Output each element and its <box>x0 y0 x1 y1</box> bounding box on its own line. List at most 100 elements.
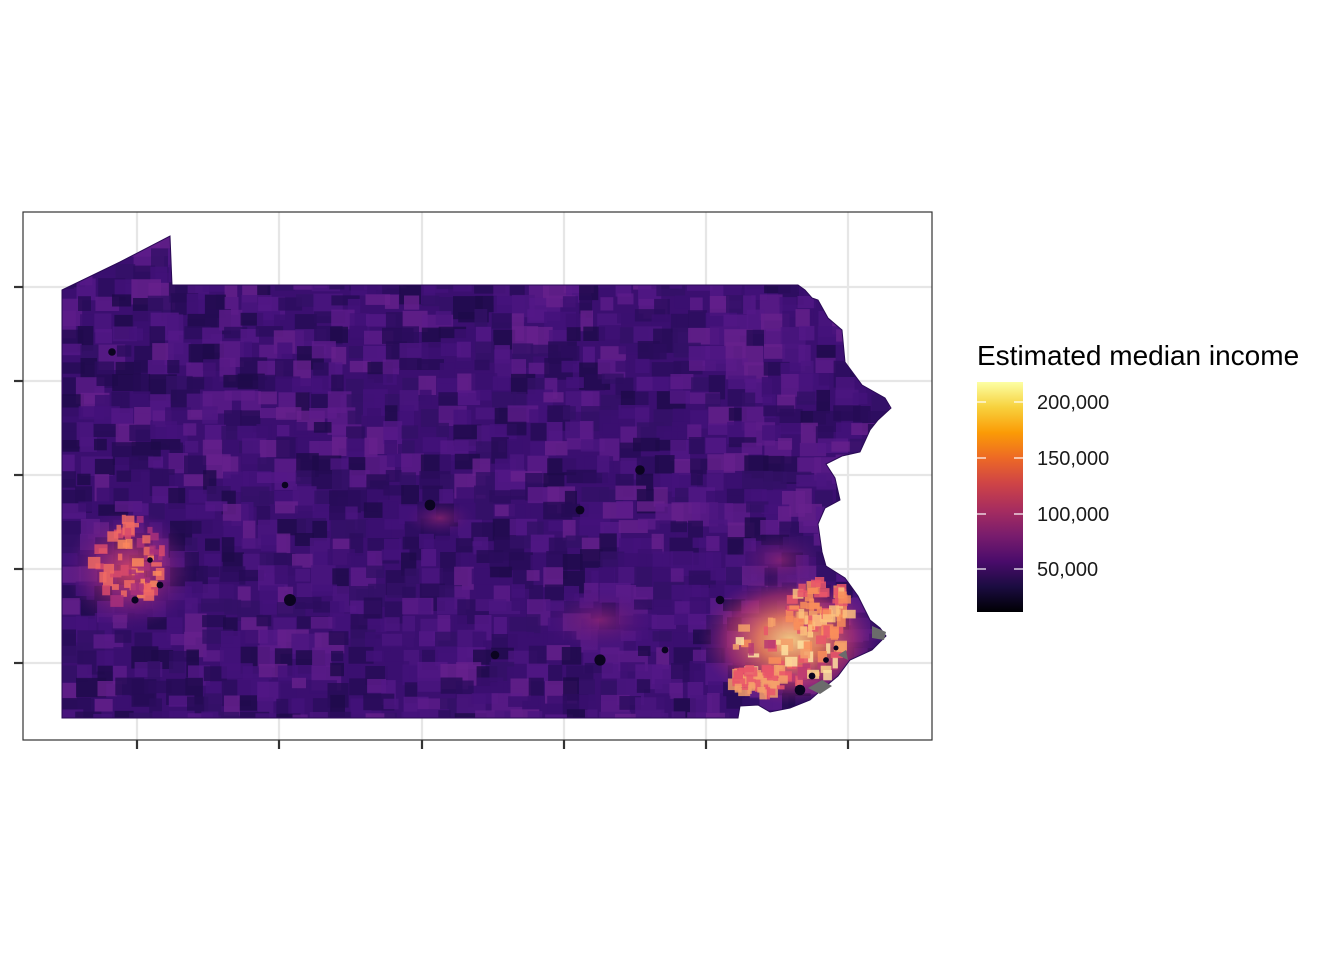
tract-polygon <box>96 374 118 386</box>
tract-polygon <box>149 545 156 553</box>
tract-polygon <box>141 584 152 593</box>
tract-polygon <box>692 537 719 548</box>
tract-polygon <box>421 549 437 567</box>
tract-polygon <box>671 711 686 718</box>
low-income-tract <box>833 645 839 651</box>
tract-polygon <box>219 309 243 331</box>
tract-polygon <box>167 314 184 335</box>
tract-polygon <box>705 393 721 409</box>
tract-polygon <box>800 422 818 444</box>
tract-polygon <box>149 580 158 587</box>
tract-polygon <box>183 474 209 487</box>
tract-polygon <box>654 455 675 474</box>
tract-polygon <box>399 357 422 370</box>
legend-title: Estimated median income <box>977 340 1299 371</box>
tract-polygon <box>401 711 420 718</box>
state-outline <box>61 235 892 719</box>
tract-polygon <box>528 362 550 375</box>
tract-polygon <box>830 652 843 659</box>
tract-polygon <box>94 438 107 451</box>
tract-polygon <box>94 458 115 475</box>
tract-polygon <box>80 437 97 452</box>
tract-polygon <box>548 520 572 532</box>
tract-polygon <box>129 424 156 441</box>
tract-polygon <box>292 486 317 511</box>
tract-polygon <box>598 567 615 588</box>
tract-polygon <box>733 671 743 679</box>
tract-polygon <box>454 713 487 718</box>
tract-polygon <box>328 631 349 645</box>
tract-polygon <box>133 693 155 706</box>
tract-polygon <box>748 643 754 656</box>
tract-polygon <box>797 590 808 597</box>
tract-polygon <box>224 326 248 339</box>
tract-polygon <box>438 710 451 718</box>
tract-polygon <box>579 421 594 442</box>
tract-polygon <box>62 440 80 452</box>
tract-polygon <box>120 564 129 576</box>
tract-polygon <box>312 584 338 596</box>
low-income-tract <box>131 596 139 604</box>
tract-polygon <box>651 614 677 630</box>
tract-polygon <box>638 645 651 656</box>
tract-polygon <box>705 359 737 372</box>
tract-polygon <box>652 631 672 642</box>
tract-polygon <box>110 595 124 607</box>
tract-polygon <box>312 520 328 541</box>
tract-polygon <box>471 693 499 704</box>
tract-polygon <box>617 313 644 324</box>
tract-polygon <box>762 665 776 676</box>
tract-polygon <box>129 455 154 472</box>
tract-polygon <box>294 422 308 435</box>
tract-polygon <box>314 551 332 566</box>
tract-polygon <box>798 583 806 593</box>
tract-polygon <box>382 359 399 375</box>
tract-polygon <box>808 624 813 637</box>
tract-polygon <box>241 391 261 416</box>
tract-polygon <box>815 577 825 584</box>
tract-polygon <box>743 667 758 677</box>
tract-polygon <box>763 626 768 636</box>
tract-polygon <box>241 538 262 549</box>
tract-polygon <box>691 584 709 598</box>
tract-polygon <box>615 361 630 372</box>
tract-polygon <box>383 421 403 444</box>
tract-polygon <box>240 329 259 343</box>
tract-polygon <box>312 375 337 396</box>
tract-polygon <box>385 470 402 482</box>
tract-polygon <box>62 682 77 700</box>
tract-polygon <box>309 408 337 419</box>
x-axis-ticks <box>135 740 850 749</box>
tract-polygon <box>134 407 151 430</box>
tract-polygon <box>150 439 181 450</box>
tract-polygon <box>224 410 242 431</box>
tract-polygon <box>508 696 539 707</box>
legend: Estimated median income 200,000 150,000 … <box>977 340 1299 612</box>
tract-polygon <box>546 295 576 308</box>
tract-polygon <box>651 712 669 718</box>
tract-polygon <box>256 615 272 627</box>
tract-polygon <box>384 440 398 456</box>
tract-polygon <box>313 601 340 613</box>
tract-polygon <box>817 651 827 663</box>
tract-polygon <box>582 346 595 368</box>
tract-polygon <box>125 515 135 525</box>
tract-polygon <box>689 661 706 684</box>
tract-polygon <box>259 344 282 359</box>
tract-polygon <box>240 341 253 362</box>
tract-polygon <box>205 501 228 512</box>
tract-polygon <box>93 423 119 437</box>
tract-polygon <box>688 570 716 588</box>
tract-polygon <box>799 325 815 341</box>
tract-polygon <box>274 472 297 490</box>
tract-polygon <box>797 391 816 405</box>
tract-polygon <box>291 677 306 689</box>
tract-polygon <box>494 345 510 364</box>
tract-polygon <box>741 639 752 648</box>
tract-polygon <box>759 689 767 700</box>
tract-polygon <box>367 408 381 427</box>
tract-polygon <box>798 344 811 366</box>
tract-polygon <box>350 710 372 718</box>
tract-polygon <box>493 617 507 638</box>
tract-polygon <box>102 585 111 596</box>
